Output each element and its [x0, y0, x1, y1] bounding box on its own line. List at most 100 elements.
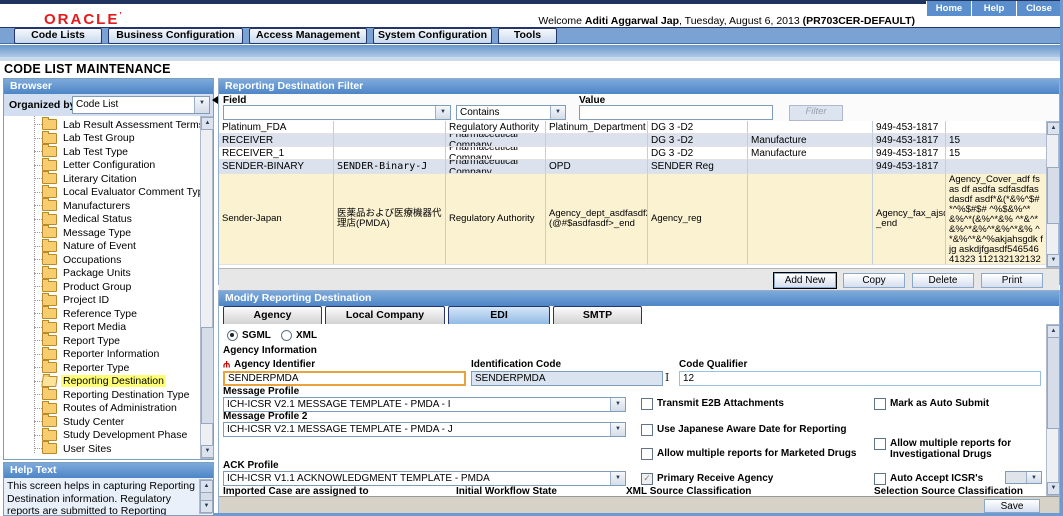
menu-business-configuration[interactable]: Business Configuration: [108, 27, 243, 44]
add-new-button[interactable]: Add New: [773, 272, 837, 289]
sidebar-item-manufacturers[interactable]: Manufacturers: [4, 198, 132, 213]
auto-accept-option-select[interactable]: ▼: [1005, 471, 1042, 484]
operator-select[interactable]: Contains ▼: [456, 105, 566, 120]
value-input[interactable]: [579, 105, 773, 120]
sidebar-item-project-id[interactable]: Project ID: [4, 292, 111, 308]
ack-profile-select[interactable]: ICH-ICSR V1.1 ACKNOWLEDGMENT TEMPLATE - …: [223, 471, 626, 486]
transmit-e2b-checkbox[interactable]: Transmit E2B Attachments: [641, 398, 784, 410]
sidebar-item-lab-test-type[interactable]: Lab Test Type: [4, 144, 130, 159]
table-row[interactable]: Sender-Japan 医薬品および医療機器代理店(PMDA) Regulator…: [219, 174, 1047, 265]
header-button-help[interactable]: Help: [971, 1, 1016, 16]
scroll-down-icon[interactable]: ▼: [201, 445, 214, 458]
sidebar-item-letter-configuration[interactable]: Letter Configuration: [4, 157, 157, 173]
sgml-radio[interactable]: SGML: [227, 330, 271, 341]
tree-scrollbar-thumb[interactable]: [201, 327, 214, 424]
chevron-down-icon[interactable]: ▼: [610, 398, 625, 411]
sidebar-item-nature-of-event[interactable]: Nature of Event: [4, 238, 138, 254]
sidebar-item-package-units[interactable]: Package Units: [4, 265, 133, 281]
chevron-down-icon[interactable]: ▼: [550, 106, 565, 119]
print-button[interactable]: Print: [981, 273, 1043, 288]
scroll-down-icon[interactable]: ▼: [1047, 482, 1060, 495]
header-button-close[interactable]: Close: [1016, 1, 1061, 16]
scroll-up-icon[interactable]: ▲: [201, 117, 214, 130]
menu-access-management[interactable]: Access Management: [249, 27, 367, 44]
tree-scrollbar[interactable]: ▲ ▼: [200, 116, 214, 459]
code-list-tree: Lab Result Assessment Terms Lab Test Grou…: [4, 116, 213, 459]
table-cell: 15: [946, 134, 1047, 147]
code-qualifier-input[interactable]: [679, 371, 1041, 386]
sidebar-item-medical-status[interactable]: Medical Status: [4, 211, 134, 227]
window-top-edge: [0, 0, 1063, 4]
sidebar-item-lab-result-assessment-terms[interactable]: Lab Result Assessment Terms: [4, 117, 206, 132]
menu-system-configuration[interactable]: System Configuration: [373, 27, 492, 44]
table-row[interactable]: RECEIVER_1 Pharmaceutical Company DG 3 -D2…: [219, 147, 1047, 160]
sidebar-item-user-sites[interactable]: User Sites: [4, 441, 113, 456]
allow-multiple-marketed-checkbox[interactable]: Allow multiple reports for Marketed Drug…: [641, 448, 856, 460]
sidebar-item-lab-test-group[interactable]: Lab Test Group: [4, 130, 137, 146]
mark-auto-submit-checkbox[interactable]: Mark as Auto Submit: [874, 398, 989, 410]
copy-button[interactable]: Copy: [843, 273, 905, 288]
sidebar-item-reporting-destination-type[interactable]: Reporting Destination Type: [4, 387, 191, 402]
table-cell: Platinum_FDA: [219, 121, 334, 134]
tab-agency-information[interactable]: Agency Information: [223, 306, 322, 337]
table-row[interactable]: Platinum_FDA Regulatory Authority Platinum…: [219, 121, 1047, 134]
table-scrollbar[interactable]: ▲ ▼: [1046, 121, 1060, 268]
sidebar-item-study-development-phase[interactable]: Study Development Phase: [4, 427, 189, 443]
message-profile-select[interactable]: ICH-ICSR V2.1 MESSAGE TEMPLATE - PMDA - …: [223, 397, 626, 412]
sidebar-item-reporting-destination[interactable]: Reporting Destination: [4, 375, 166, 389]
chevron-down-icon[interactable]: ▼: [1026, 472, 1041, 483]
xml-radio[interactable]: XML: [281, 330, 317, 341]
sidebar-item-study-center[interactable]: Study Center: [4, 414, 126, 429]
scroll-down-icon[interactable]: ▼: [200, 500, 213, 513]
scroll-down-icon[interactable]: ▼: [1047, 254, 1060, 267]
filter-button[interactable]: Filter: [789, 105, 843, 121]
save-button[interactable]: Save: [984, 499, 1040, 513]
menu-tools[interactable]: Tools: [498, 27, 557, 44]
japanese-aware-date-checkbox[interactable]: Use Japanese Aware Date for Reporting: [641, 424, 847, 436]
sidebar-item-routes-of-administration[interactable]: Routes of Administration: [4, 400, 179, 416]
help-text-title: Help Text: [4, 463, 213, 478]
tree-item-label: Report Type: [63, 334, 121, 347]
sidebar-item-local-evaluator-comment-type[interactable]: Local Evaluator Comment Type: [4, 184, 211, 200]
help-scrollbar[interactable]: ▲ ▼: [199, 479, 213, 514]
tab-local-company-contact[interactable]: Local Company Contact: [325, 306, 445, 337]
tab-edi[interactable]: EDI: [448, 306, 550, 324]
sidebar-item-message-type[interactable]: Message Type: [4, 225, 133, 240]
modify-scrollbar-thumb[interactable]: [1047, 337, 1060, 429]
sidebar-item-report-type[interactable]: Report Type: [4, 333, 122, 348]
chevron-down-icon[interactable]: ▼: [610, 423, 625, 436]
header-button-home[interactable]: Home: [926, 1, 971, 16]
identification-code-input[interactable]: [471, 371, 663, 386]
sidebar-collapse-icon[interactable]: [212, 96, 218, 104]
checkbox-icon: [874, 473, 886, 485]
menu-code-lists[interactable]: Code Lists: [14, 27, 102, 44]
field-select[interactable]: ▼: [223, 105, 451, 120]
folder-icon: [42, 414, 57, 428]
chevron-down-icon[interactable]: ▼: [435, 106, 450, 119]
sidebar-item-reporter-information[interactable]: Reporter Information: [4, 346, 161, 362]
primary-receive-agency-checkbox[interactable]: ✓ Primary Receive Agency: [641, 473, 773, 485]
organized-by-select[interactable]: Code List ▼: [72, 96, 210, 114]
message-profile2-select[interactable]: ICH-ICSR V2.1 MESSAGE TEMPLATE - PMDA - …: [223, 422, 626, 437]
table-cell: Agency_dept_asdfasdf234123412341a8^(*&^*…: [546, 174, 648, 265]
sidebar-item-report-media[interactable]: Report Media: [4, 319, 128, 335]
table-scrollbar-thumb[interactable]: [1047, 167, 1060, 224]
sidebar-item-reporter-type[interactable]: Reporter Type: [4, 360, 131, 375]
agency-identifier-input[interactable]: [223, 371, 466, 386]
table-row[interactable]: RECEIVER Pharmaceutical Company DG 3 -D2 Ma…: [219, 134, 1047, 147]
scroll-up-icon[interactable]: ▲: [1047, 122, 1060, 135]
tab-smtp[interactable]: SMTP: [553, 306, 642, 324]
auto-accept-icsr-checkbox[interactable]: Auto Accept ICSR's: [874, 473, 983, 485]
sidebar-item-literary-citation[interactable]: Literary Citation: [4, 171, 139, 186]
delete-button[interactable]: Delete: [912, 273, 974, 288]
modify-scrollbar[interactable]: ▲ ▼: [1046, 324, 1060, 496]
sidebar-item-product-group[interactable]: Product Group: [4, 279, 133, 294]
sidebar-item-occupations[interactable]: Occupations: [4, 252, 123, 267]
allow-multiple-investigational-checkbox[interactable]: Allow multiple reports for Investigation…: [874, 438, 1034, 460]
sidebar-item-reference-type[interactable]: Reference Type: [4, 306, 139, 321]
tree-connector: [34, 151, 42, 153]
open-folder-icon: [41, 375, 58, 387]
table-row[interactable]: SENDER-BINARY SENDER-Binary-J Pharmaceutic…: [219, 160, 1047, 174]
chevron-down-icon[interactable]: ▼: [610, 472, 625, 485]
chevron-down-icon[interactable]: ▼: [194, 97, 209, 113]
